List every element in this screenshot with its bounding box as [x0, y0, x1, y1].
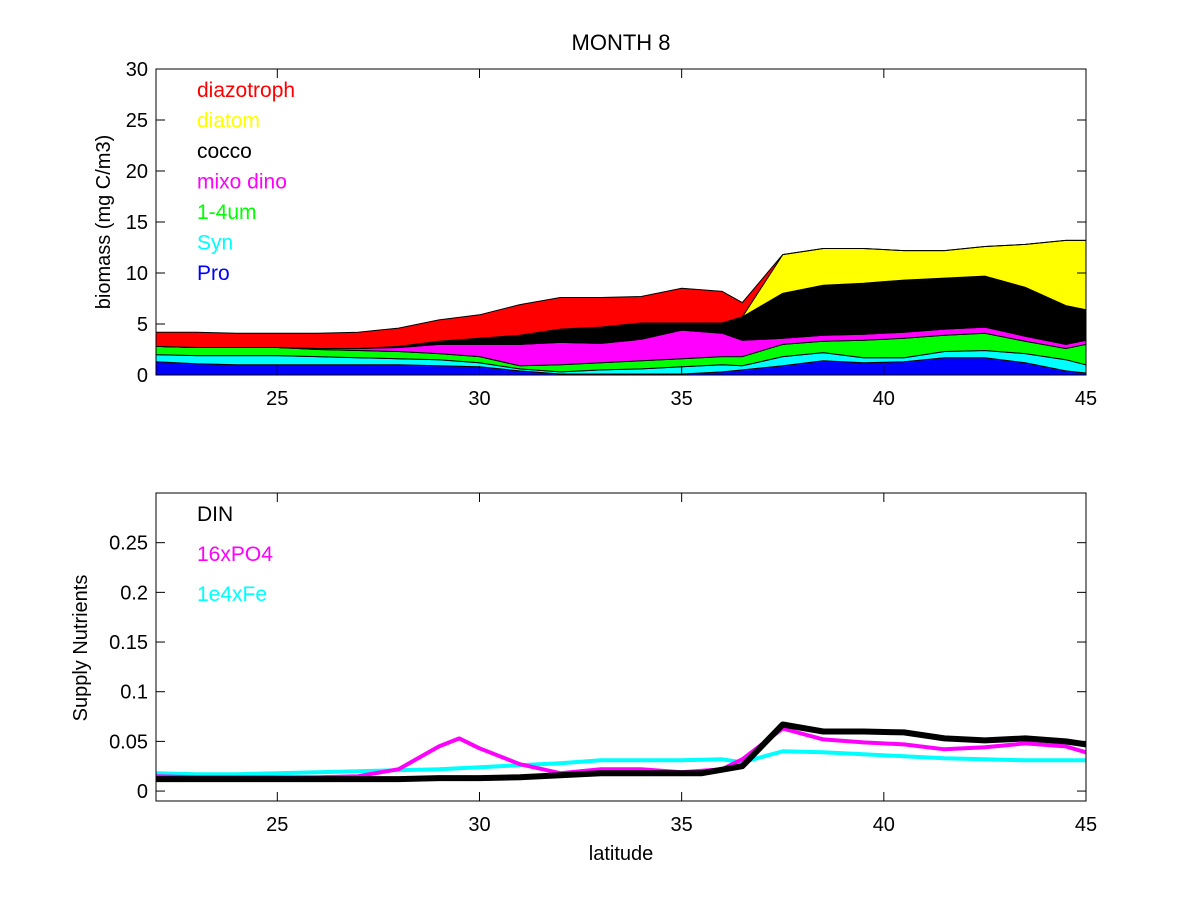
- y-tick-label: 0.1: [120, 682, 148, 704]
- nutrients-ylabel: Supply Nutrients: [70, 575, 92, 722]
- y-tick-label: 15: [126, 212, 148, 234]
- y-tick-label: 20: [126, 161, 148, 183]
- y-tick-label: 25: [126, 110, 148, 132]
- legend-1e4xfe: 1e4xFe: [197, 583, 267, 606]
- x-tick-label: 30: [468, 388, 490, 410]
- x-tick-label: 45: [1075, 814, 1097, 836]
- x-tick-label: 25: [266, 388, 288, 410]
- legend-syn: Syn: [197, 232, 233, 255]
- y-tick-label: 0: [137, 781, 148, 803]
- nutrients-axes-box: [155, 492, 1087, 802]
- biomass-ylabel: biomass (mg C/m3): [93, 135, 115, 309]
- nutrients-xlabel: latitude: [589, 843, 654, 865]
- x-tick-label: 25: [266, 814, 288, 836]
- y-tick-label: 0.2: [120, 582, 148, 604]
- y-tick-label: 0.25: [109, 533, 148, 555]
- legend-pro: Pro: [197, 262, 230, 285]
- biomass-areas: [155, 239, 1087, 376]
- legend-16xpo4: 16xPO4: [197, 543, 273, 566]
- area-diazotroph: [155, 239, 1086, 349]
- legend-cocco: cocco: [197, 140, 252, 163]
- line-din: [156, 721, 1087, 783]
- nutrients-legend: DIN 16xPO4 1e4xFe: [197, 503, 273, 606]
- y-tick-label: 5: [137, 314, 148, 336]
- y-tick-label: 0: [137, 365, 148, 387]
- legend-1-4um: 1-4um: [197, 201, 257, 224]
- x-tick-label: 45: [1075, 388, 1097, 410]
- legend-diatom: diatom: [197, 110, 260, 133]
- figure-title: MONTH 8: [572, 30, 671, 55]
- legend-diazotroph: diazotroph: [197, 79, 295, 102]
- nutrients-lines: [155, 721, 1087, 783]
- line-1e4xfe: [155, 749, 1086, 777]
- y-tick-label: 0.05: [109, 731, 148, 753]
- nutrients-chart: 25 30 35 40 45 0 0.05 0.1 0.15 0.2 0.25 Supply Nut…: [70, 492, 1097, 865]
- legend-din: DIN: [197, 503, 233, 526]
- biomass-ticks: 25 30 35 40 45 0 5 10 15 20 25 30: [126, 59, 1097, 410]
- nutrients-ticks: 25 30 35 40 45 0 0.05 0.1 0.15 0.2 0.25: [109, 493, 1097, 836]
- y-tick-label: 0.15: [109, 632, 148, 654]
- x-tick-label: 40: [873, 814, 895, 836]
- x-tick-label: 35: [671, 814, 693, 836]
- biomass-chart: 25 30 35 40 45 0 5 10 15 20 25 30 biomass (mg C/m3)…: [93, 59, 1097, 410]
- y-tick-label: 30: [126, 59, 148, 81]
- x-tick-label: 35: [671, 388, 693, 410]
- x-tick-label: 40: [873, 388, 895, 410]
- y-tick-label: 10: [126, 263, 148, 285]
- x-tick-label: 30: [468, 814, 490, 836]
- biomass-legend: diazotroph diatom cocco mixo dino 1-4um Syn Pr…: [197, 79, 295, 285]
- legend-mixo-dino: mixo dino: [197, 171, 287, 194]
